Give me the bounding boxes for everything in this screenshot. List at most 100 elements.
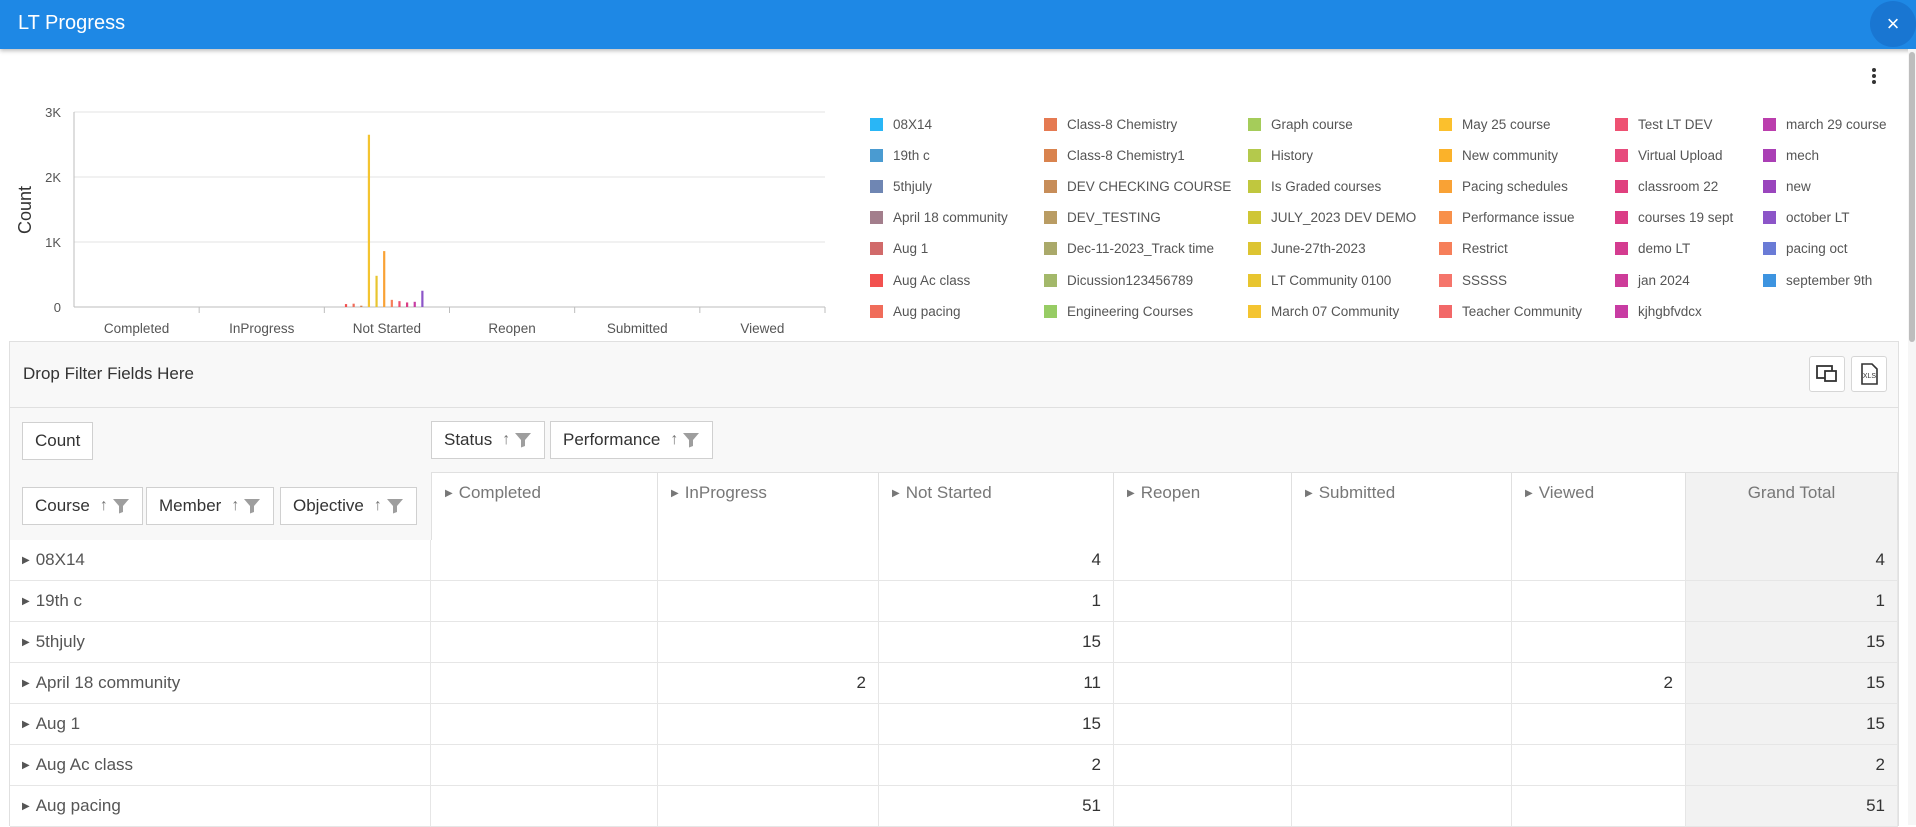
bar[interactable] xyxy=(398,301,401,307)
expand-icon[interactable]: ▶ xyxy=(1305,488,1313,499)
value-cell[interactable] xyxy=(658,786,879,827)
legend-item[interactable]: Is Graded courses xyxy=(1248,178,1381,194)
column-header[interactable]: ▶ Submitted xyxy=(1292,472,1512,540)
legend-item[interactable]: new xyxy=(1763,178,1811,194)
legend-item[interactable]: october LT xyxy=(1763,210,1850,226)
value-cell[interactable]: 2 xyxy=(879,745,1114,786)
value-cell[interactable] xyxy=(1512,581,1686,622)
bar[interactable] xyxy=(352,303,355,307)
grand-total-cell[interactable]: 51 xyxy=(1686,786,1898,827)
legend-item[interactable]: mech xyxy=(1763,147,1819,163)
sort-icon[interactable]: ↑ xyxy=(99,497,108,514)
legend-item[interactable]: LT Community 0100 xyxy=(1248,272,1391,288)
bar[interactable] xyxy=(360,305,363,307)
bar[interactable] xyxy=(406,302,409,307)
value-field-chip[interactable]: Count xyxy=(22,422,94,460)
value-cell[interactable] xyxy=(1114,786,1292,827)
expand-icon[interactable]: ▶ xyxy=(22,760,30,771)
value-cell[interactable] xyxy=(1114,540,1292,581)
value-cell[interactable] xyxy=(1292,540,1512,581)
legend-item[interactable]: courses 19 sept xyxy=(1615,210,1733,226)
value-cell[interactable] xyxy=(1512,622,1686,663)
legend-item[interactable]: Performance issue xyxy=(1439,210,1575,226)
legend-item[interactable]: 5thjuly xyxy=(870,178,932,194)
row-field-chip-member[interactable]: Member ↑ xyxy=(146,487,275,525)
filter-icon[interactable] xyxy=(514,432,532,448)
row-header-cell[interactable]: ▶ 08X14 xyxy=(10,540,431,581)
value-cell[interactable] xyxy=(1292,745,1512,786)
legend-item[interactable]: History xyxy=(1248,147,1313,163)
value-cell[interactable] xyxy=(1114,704,1292,745)
legend-item[interactable]: demo LT xyxy=(1615,241,1690,257)
sort-icon[interactable]: ↑ xyxy=(502,431,511,448)
row-header-cell[interactable]: ▶ Aug 1 xyxy=(10,704,431,745)
value-cell[interactable]: 4 xyxy=(879,540,1114,581)
column-field-chip-performance[interactable]: Performance ↑ xyxy=(550,421,714,459)
value-cell[interactable] xyxy=(1292,581,1512,622)
row-field-chip-course[interactable]: Course ↑ xyxy=(22,487,143,525)
value-cell[interactable] xyxy=(1114,622,1292,663)
value-cell[interactable] xyxy=(1292,622,1512,663)
value-cell[interactable] xyxy=(1512,704,1686,745)
value-cell[interactable] xyxy=(1114,581,1292,622)
value-cell[interactable] xyxy=(1292,704,1512,745)
value-cell[interactable] xyxy=(1512,540,1686,581)
legend-item[interactable]: SSSSS xyxy=(1439,272,1507,288)
row-header-cell[interactable]: ▶ 19th c xyxy=(10,581,431,622)
legend-item[interactable]: New community xyxy=(1439,147,1558,163)
legend-item[interactable]: september 9th xyxy=(1763,272,1872,288)
value-cell[interactable]: 11 xyxy=(879,663,1114,704)
value-cell[interactable] xyxy=(658,581,879,622)
value-cell[interactable] xyxy=(658,704,879,745)
legend-item[interactable]: Aug 1 xyxy=(870,241,928,257)
value-cell[interactable]: 2 xyxy=(1512,663,1686,704)
column-header[interactable]: ▶ Reopen xyxy=(1114,472,1292,540)
value-cell[interactable] xyxy=(658,540,879,581)
legend-item[interactable]: Test LT DEV xyxy=(1615,116,1713,132)
grand-total-cell[interactable]: 1 xyxy=(1686,581,1898,622)
filter-icon[interactable] xyxy=(682,432,700,448)
value-cell[interactable] xyxy=(431,540,658,581)
value-cell[interactable] xyxy=(1512,786,1686,827)
legend-item[interactable]: Dicussion123456789 xyxy=(1044,272,1193,288)
expand-icon[interactable]: ▶ xyxy=(22,637,30,648)
legend-item[interactable]: April 18 community xyxy=(870,210,1008,226)
filter-icon[interactable] xyxy=(112,498,130,514)
bar[interactable] xyxy=(383,251,386,307)
legend-item[interactable]: Aug pacing xyxy=(870,303,961,319)
value-cell[interactable] xyxy=(431,704,658,745)
scrollbar-thumb[interactable] xyxy=(1909,52,1915,342)
value-cell[interactable] xyxy=(1114,663,1292,704)
sort-icon[interactable]: ↑ xyxy=(231,497,240,514)
legend-item[interactable]: Class-8 Chemistry1 xyxy=(1044,147,1185,163)
bar[interactable] xyxy=(413,301,416,307)
row-header-cell[interactable]: ▶ 5thjuly xyxy=(10,622,431,663)
expand-icon[interactable]: ▶ xyxy=(22,555,30,566)
legend-item[interactable]: Aug Ac class xyxy=(870,272,970,288)
grand-total-cell[interactable]: 15 xyxy=(1686,622,1898,663)
legend-item[interactable]: kjhgbfvdcx xyxy=(1615,303,1702,319)
legend-item[interactable]: jan 2024 xyxy=(1615,272,1690,288)
filter-icon[interactable] xyxy=(386,498,404,514)
row-header-cell[interactable]: ▶ Aug Ac class xyxy=(10,745,431,786)
value-cell[interactable]: 15 xyxy=(879,704,1114,745)
grand-total-cell[interactable]: 15 xyxy=(1686,704,1898,745)
column-header[interactable]: ▶ InProgress xyxy=(658,472,879,540)
value-cell[interactable] xyxy=(431,622,658,663)
expand-icon[interactable]: ▶ xyxy=(892,488,900,499)
sort-icon[interactable]: ↑ xyxy=(373,497,382,514)
expand-icon[interactable]: ▶ xyxy=(1127,488,1135,499)
expand-icon[interactable]: ▶ xyxy=(22,678,30,689)
legend-item[interactable]: DEV_TESTING xyxy=(1044,210,1161,226)
legend-item[interactable]: Teacher Community xyxy=(1439,303,1582,319)
page-scrollbar[interactable] xyxy=(1908,49,1916,825)
value-cell[interactable]: 15 xyxy=(879,622,1114,663)
legend-item[interactable]: May 25 course xyxy=(1439,116,1551,132)
value-cell[interactable] xyxy=(1114,745,1292,786)
expand-icon[interactable]: ▶ xyxy=(22,596,30,607)
close-button[interactable]: × xyxy=(1870,1,1916,47)
expand-icon[interactable]: ▶ xyxy=(1525,488,1533,499)
row-header-cell[interactable]: ▶ Aug pacing xyxy=(10,786,431,827)
legend-item[interactable]: classroom 22 xyxy=(1615,178,1718,194)
legend-item[interactable]: 08X14 xyxy=(870,116,932,132)
